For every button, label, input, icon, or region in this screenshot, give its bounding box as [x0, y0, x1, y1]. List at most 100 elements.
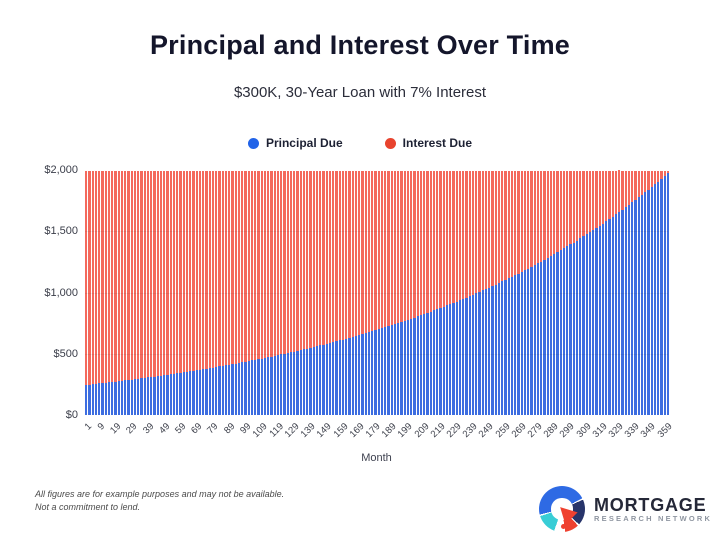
- bar-month-237: [468, 170, 471, 415]
- principal-segment: [442, 306, 445, 415]
- principal-segment: [543, 259, 546, 415]
- interest-segment: [309, 170, 312, 348]
- interest-segment: [618, 170, 621, 213]
- principal-segment: [231, 364, 234, 415]
- interest-segment: [501, 170, 504, 282]
- bar-month-71: [198, 170, 201, 415]
- interest-segment: [289, 170, 292, 353]
- bar-month-209: [423, 170, 426, 415]
- principal-segment: [400, 321, 403, 415]
- x-tick-label: 89: [221, 421, 237, 437]
- interest-segment: [491, 170, 494, 287]
- bar-month-29: [130, 170, 133, 415]
- bar-month-35: [140, 170, 143, 415]
- interest-segment: [611, 170, 614, 217]
- interest-segment: [202, 170, 205, 370]
- principal-segment: [497, 283, 500, 415]
- principal-segment: [660, 178, 663, 415]
- principal-segment: [666, 173, 669, 415]
- interest-segment: [637, 170, 640, 198]
- interest-segment: [475, 170, 478, 294]
- bar-month-243: [478, 170, 481, 415]
- interest-segment: [527, 170, 530, 269]
- bar-month-135: [302, 170, 305, 415]
- bar-month-273: [527, 170, 530, 415]
- interest-segment: [657, 170, 660, 182]
- interest-segment: [358, 170, 361, 336]
- bar-month-291: [556, 170, 559, 415]
- interest-segment: [364, 170, 367, 334]
- bar-month-115: [270, 170, 273, 415]
- interest-segment: [179, 170, 182, 373]
- principal-segment: [293, 351, 296, 415]
- principal-segment: [182, 372, 185, 415]
- bar-month-199: [406, 170, 409, 415]
- interest-segment: [215, 170, 218, 367]
- principal-segment: [488, 287, 491, 415]
- bar-month-271: [523, 170, 526, 415]
- principal-segment: [592, 230, 595, 415]
- principal-segment: [423, 314, 426, 415]
- interest-segment: [426, 170, 429, 313]
- interest-segment: [208, 170, 211, 369]
- principal-segment: [566, 246, 569, 415]
- principal-segment: [449, 304, 452, 415]
- bar-month-307: [582, 170, 585, 415]
- interest-segment: [549, 170, 552, 256]
- bar-month-145: [319, 170, 322, 415]
- bar-month-283: [543, 170, 546, 415]
- interest-legend-dot-icon: [384, 137, 396, 149]
- bar-month-85: [221, 170, 224, 415]
- principal-segment: [517, 273, 520, 415]
- principal-segment: [380, 328, 383, 415]
- principal-segment: [143, 377, 146, 415]
- interest-segment: [520, 170, 523, 272]
- bar-month-259: [504, 170, 507, 415]
- principal-legend-dot-icon: [247, 137, 259, 149]
- interest-segment: [172, 170, 175, 374]
- bar-month-193: [397, 170, 400, 415]
- logo-red-dot: [560, 523, 566, 529]
- interest-segment: [579, 170, 582, 239]
- bar-month-215: [432, 170, 435, 415]
- bar-month-1: [85, 170, 88, 415]
- principal-segment: [647, 189, 650, 415]
- bar-month-245: [481, 170, 484, 415]
- bar-month-219: [439, 170, 442, 415]
- bar-month-287: [549, 170, 552, 415]
- bar-month-143: [315, 170, 318, 415]
- principal-segment: [306, 348, 309, 415]
- interest-segment: [517, 170, 520, 274]
- interest-segment: [640, 170, 643, 195]
- interest-segment: [455, 170, 458, 302]
- interest-segment: [566, 170, 569, 247]
- interest-segment: [250, 170, 253, 361]
- gridline: [85, 231, 668, 233]
- principal-segment: [354, 335, 357, 415]
- bar-month-323: [608, 170, 611, 415]
- principal-segment: [579, 238, 582, 415]
- interest-segment: [351, 170, 354, 337]
- x-axis: 1 9 19 29 39 49 59 69 79 89 99 109 119 129 139 149 159 16…: [83, 417, 674, 457]
- bar-month-33: [137, 170, 140, 415]
- principal-segment: [195, 370, 198, 415]
- bar-month-121: [280, 170, 283, 415]
- principal-segment: [371, 331, 374, 415]
- interest-segment: [263, 170, 266, 358]
- principal-segment: [159, 375, 162, 415]
- principal-segment: [351, 336, 354, 415]
- principal-segment: [384, 327, 387, 415]
- bar-month-109: [260, 170, 263, 415]
- interest-segment: [185, 170, 188, 372]
- bar-month-147: [322, 170, 325, 415]
- interest-segment: [280, 170, 283, 355]
- interest-segment: [237, 170, 240, 363]
- interest-segment: [293, 170, 296, 352]
- x-tick-label: 199: [396, 421, 416, 440]
- interest-segment: [228, 170, 231, 365]
- bar-month-185: [384, 170, 387, 415]
- interest-segment: [488, 170, 491, 288]
- bar-month-357: [663, 170, 666, 415]
- principal-segment: [598, 225, 601, 415]
